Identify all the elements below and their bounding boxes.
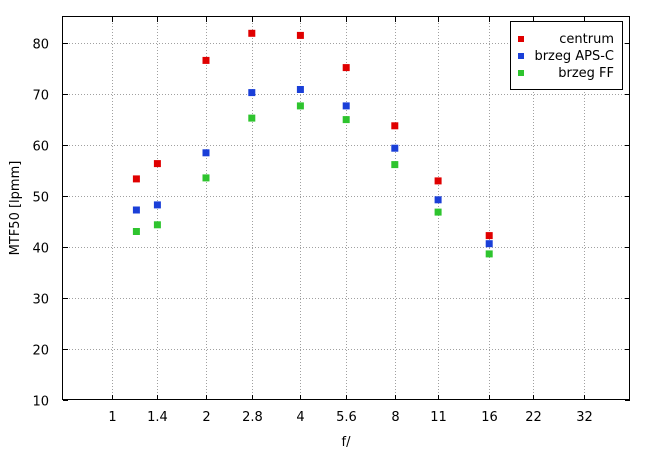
y-tick-label: 50 — [32, 191, 49, 206]
legend-label-brzeg-ff: brzeg FF — [558, 66, 614, 81]
y-tick-label: 10 — [32, 395, 49, 410]
x-tick-label: 32 — [576, 410, 593, 425]
plot-frame — [62, 16, 630, 400]
x-tick-label: 2 — [202, 410, 210, 425]
data-point-centrum — [342, 64, 350, 72]
data-point-brzeg-aps-c — [391, 144, 399, 152]
legend-marker-centrum — [518, 36, 524, 42]
data-point-brzeg-ff — [132, 228, 140, 235]
data-point-centrum — [485, 232, 493, 240]
data-point-centrum — [391, 122, 399, 130]
data-point-brzeg-aps-c — [342, 102, 350, 110]
x-tick-label: 4 — [296, 410, 304, 425]
data-point-brzeg-aps-c — [153, 201, 161, 209]
x-tick-labels: 1 1.4 2 2.8 4 5.6 8 11 16 22 32 — [108, 410, 592, 425]
data-point-brzeg-ff — [391, 161, 399, 169]
data-point-centrum — [248, 29, 256, 37]
data-point-brzeg-ff — [434, 208, 442, 216]
data-point-brzeg-ff — [296, 102, 304, 110]
x-tick-label: 1 — [108, 410, 116, 425]
data-point-brzeg-aps-c — [485, 240, 493, 248]
data-point-centrum — [132, 175, 140, 183]
y-tick-labels: 10 20 30 40 50 60 70 80 — [32, 38, 49, 410]
x-tick-label: 8 — [391, 410, 399, 425]
x-tick-label: 2.8 — [242, 410, 263, 425]
data-point-brzeg-aps-c — [202, 149, 210, 157]
y-axis-label: MTF50 [lpmm] — [8, 161, 23, 256]
data-point-centrum — [434, 177, 442, 185]
y-tick-label: 30 — [32, 293, 49, 308]
data-point-brzeg-aps-c — [434, 196, 442, 204]
data-point-centrum — [202, 56, 210, 64]
legend-label-centrum: centrum — [559, 32, 614, 47]
data-point-brzeg-ff — [342, 116, 350, 124]
x-tick-label: 11 — [430, 410, 447, 425]
data-point-brzeg-aps-c — [296, 86, 304, 93]
data-point-brzeg-aps-c — [248, 89, 256, 97]
x-tick-label: 5.6 — [336, 410, 357, 425]
y-tick-label: 40 — [32, 242, 49, 257]
y-tick-label: 20 — [32, 344, 49, 359]
y-tick-label: 60 — [32, 140, 49, 155]
data-point-brzeg-ff — [202, 174, 210, 182]
y-tick-label: 70 — [32, 89, 49, 104]
data-point-brzeg-ff — [153, 221, 161, 229]
legend: centrum brzeg APS-C brzeg FF — [510, 21, 623, 90]
y-tick-label: 80 — [32, 38, 49, 53]
legend-box — [510, 21, 623, 90]
data-point-brzeg-ff — [248, 114, 256, 122]
x-axis-label: f/ — [342, 435, 352, 450]
legend-marker-brzeg-aps-c — [518, 53, 524, 59]
legend-label-brzeg-aps-c: brzeg APS-C — [534, 49, 614, 64]
data-point-brzeg-ff — [485, 250, 493, 258]
legend-marker-brzeg-ff — [518, 70, 524, 76]
data-point-brzeg-aps-c — [132, 206, 140, 214]
x-tick-label: 22 — [525, 410, 542, 425]
x-tick-label: 16 — [481, 410, 498, 425]
data-point-centrum — [153, 160, 161, 168]
data-points — [132, 29, 493, 258]
data-point-centrum — [296, 31, 304, 39]
x-tick-label: 1.4 — [147, 410, 168, 425]
